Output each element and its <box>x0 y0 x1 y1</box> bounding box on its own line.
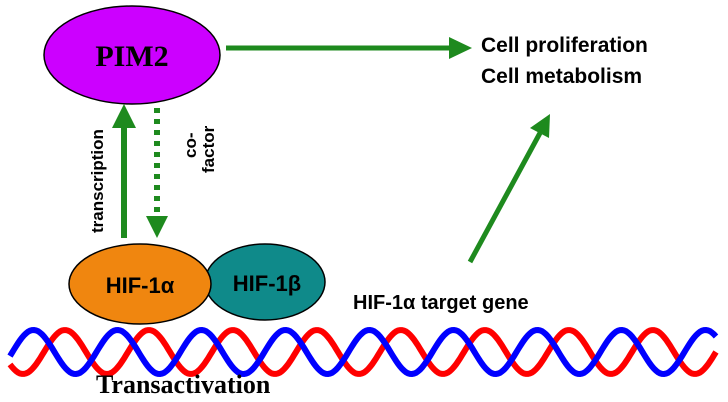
pim2-node: PIM2 <box>43 5 221 105</box>
hif1a-label: HIF-1α <box>106 273 175 298</box>
arrow-pim2-to-outcomes <box>226 37 472 59</box>
cofactor-label-line2: factor <box>199 125 218 173</box>
arrow-target-gene-to-outcomes <box>467 114 550 264</box>
outcome-cell-proliferation: Cell proliferation <box>481 34 648 57</box>
outcomes-text: Cell proliferation Cell metabolism <box>481 34 648 88</box>
hif1b-node: HIF-1β <box>204 243 326 321</box>
pim2-ellipse <box>43 5 221 105</box>
arrow-transcription <box>112 104 136 238</box>
outcome-cell-metabolism: Cell metabolism <box>481 65 642 88</box>
cofactor-label-line1: co- <box>181 133 200 159</box>
transactivation-caption: Transactivation <box>96 370 271 399</box>
hif1a-ellipse <box>68 243 212 325</box>
hif1b-label: HIF-1β <box>233 271 301 296</box>
dna-strand-red <box>7 327 719 377</box>
dna-double-helix <box>7 326 719 378</box>
target-gene-label: HIF-1α target gene <box>353 292 529 314</box>
dna-strand-blue <box>7 326 719 378</box>
pim2-label: PIM2 <box>95 40 168 73</box>
hif1a-node: HIF-1α <box>68 243 212 325</box>
transcription-label: transcription <box>88 129 107 233</box>
arrow-cofactor <box>146 108 168 238</box>
